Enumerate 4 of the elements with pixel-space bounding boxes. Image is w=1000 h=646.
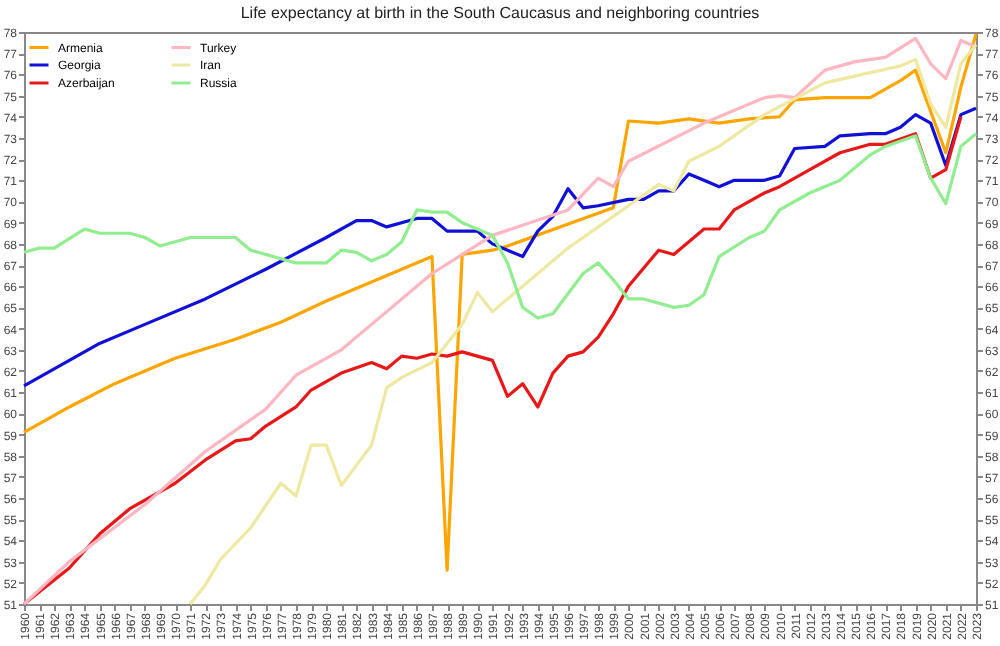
chart-title: Life expectancy at birth in the South Caucasus and neighboring countries bbox=[240, 4, 760, 22]
line-series bbox=[22, 106, 978, 388]
line-series bbox=[188, 43, 978, 606]
line-series bbox=[22, 132, 978, 320]
